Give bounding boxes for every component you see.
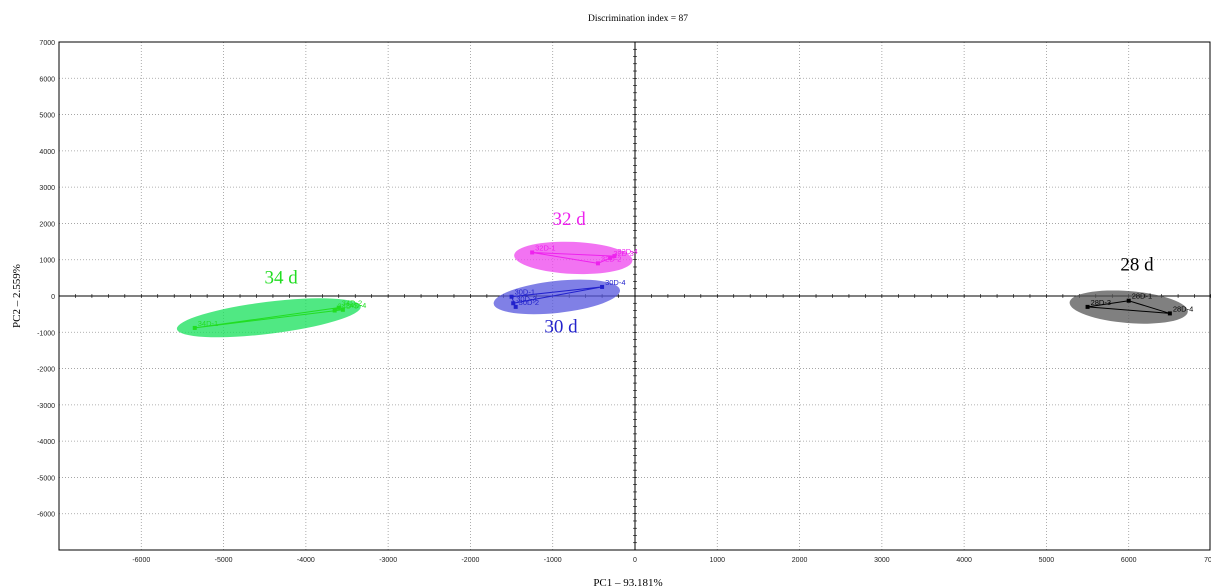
data-point-label: 34D-3 [338,302,358,311]
group-label: 28 d [1120,255,1154,276]
x-axis-title: PC1 – 93.181% [593,577,662,588]
data-point [608,255,613,260]
y-tick-label: 4000 [39,149,55,156]
y-tick-label: 7000 [39,40,55,47]
data-point [192,325,197,330]
group-ellipses [176,241,1188,338]
data-point-label: 30D-3 [516,294,536,303]
data-point-label: 32D-3 [613,249,633,258]
data-point [530,250,535,255]
data-point [595,261,600,266]
x-tick-label: 6000 [1121,557,1137,564]
data-point [336,305,341,310]
y-tick-label: -3000 [37,403,55,410]
data-point-label: 28D-3 [1091,298,1111,307]
group-labels: 34 d 32 d 30 d 28 d [265,209,1155,337]
y-tick-label: -2000 [37,367,55,374]
data-point [600,284,605,289]
x-tick-label: 5000 [1039,557,1055,564]
data-series: 34D-134D-234D-334D-432D-132D-232D-332D-4… [192,243,1193,330]
confidence-ellipse [514,241,633,275]
group-label: 34 d [265,267,299,288]
y-tick-label: 5000 [39,113,55,120]
data-point-label: 28D-1 [1132,292,1152,301]
x-tick-label: -4000 [297,557,315,564]
x-tick-label: -6000 [132,557,150,564]
y-tick-label: 3000 [39,185,55,192]
data-point [511,301,516,306]
data-point-label: 30D-2 [519,298,539,307]
y-tick-label: 2000 [39,221,55,228]
x-tick-label: 4000 [956,557,972,564]
data-point-label: 34D-1 [198,319,218,328]
group-label: 30 d [544,316,578,337]
x-tick-label: 70 [1204,557,1211,564]
x-tick-label: 2000 [792,557,808,564]
data-point-label: 30D-1 [515,288,535,297]
y-tick-label: 6000 [39,76,55,83]
x-tick-label: 0 [633,557,637,564]
data-point [332,308,337,313]
y-axis-title: PC2 – 2.559% [11,264,23,328]
data-point [513,304,518,309]
y-tick-label: -1000 [37,330,55,337]
data-point [509,294,514,299]
x-tick-label: -3000 [379,557,397,564]
data-point-label: 32D-4 [617,247,637,256]
data-point-label: 34D-4 [346,301,366,310]
y-tick-label: -6000 [37,512,55,519]
group-label: 32 d [553,209,587,230]
x-tick-label: -1000 [544,557,562,564]
y-tick-label: -4000 [37,439,55,446]
data-point [340,307,345,312]
data-point [612,254,617,259]
data-point [1126,298,1131,303]
data-point-label: 32D-1 [535,243,555,252]
axes: -6000 -5000 -4000 -3000 -2000 -1000 0 1000 2000 3… [37,40,1211,564]
y-tick-label: 0 [51,294,55,301]
x-tick-label: -5000 [215,557,233,564]
data-point [1167,311,1172,316]
chart-title: Discrimination index = 87 [588,14,688,24]
data-point-label: 30D-4 [605,278,625,287]
confidence-ellipse [1069,290,1188,324]
series-outline [1087,300,1171,314]
y-tick-label: -5000 [37,475,55,482]
data-point [1085,304,1090,309]
x-tick-label: 1000 [709,557,725,564]
x-tick-label: -2000 [461,557,479,564]
y-tick-label: 1000 [39,258,55,265]
data-point-label: 28D-4 [1173,304,1193,313]
data-point-label: 34D-2 [342,299,362,308]
x-tick-label: 3000 [874,557,890,564]
